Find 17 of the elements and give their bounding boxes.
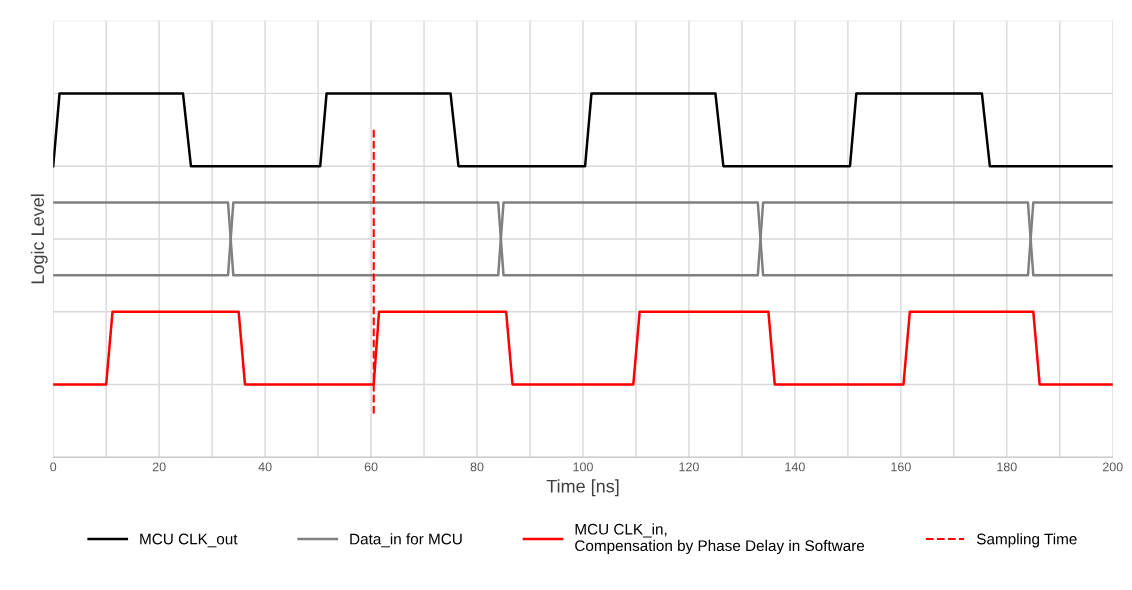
x-axis-title: Time [ns]: [546, 479, 619, 497]
y-axis-title: Logic Level: [30, 194, 48, 284]
x-tick-label: 80: [470, 462, 484, 472]
x-tick-label: 0: [50, 462, 57, 472]
legend-label: MCU CLK_in, Compensation by Phase Delay in Software: [575, 523, 865, 555]
legend-label: Sampling Time: [976, 533, 1077, 548]
x-tick-label: 100: [573, 462, 593, 472]
x-tick-label: 200: [1102, 462, 1123, 472]
x-tick-label: 20: [152, 462, 166, 472]
x-tick-label: 180: [997, 462, 1017, 472]
x-tick-label: 120: [679, 462, 699, 472]
legend-label: Data_in for MCU: [350, 533, 462, 548]
x-tick-label: 160: [891, 462, 911, 472]
x-tick-label: 140: [785, 462, 805, 472]
x-tick-label: 40: [258, 462, 272, 472]
legend-label: MCU CLK_out: [140, 533, 238, 548]
x-tick-label: 60: [364, 462, 378, 472]
